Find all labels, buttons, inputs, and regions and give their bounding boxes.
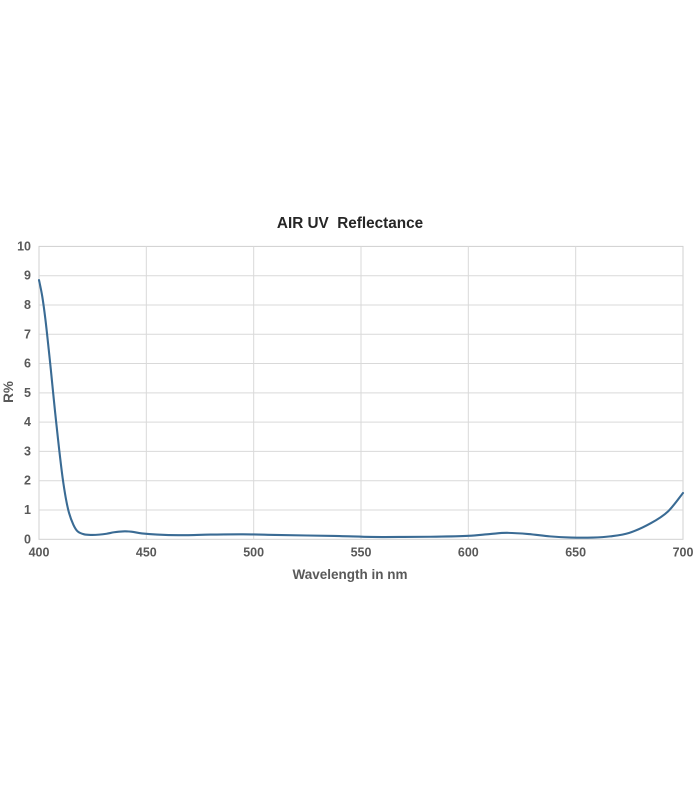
svg-text:9: 9 (24, 269, 31, 283)
svg-text:4: 4 (24, 415, 31, 429)
svg-text:600: 600 (458, 545, 479, 559)
svg-text:R%: R% (1, 381, 16, 403)
svg-text:400: 400 (29, 545, 50, 559)
svg-text:1: 1 (24, 503, 31, 517)
svg-text:6: 6 (24, 357, 31, 371)
svg-text:650: 650 (565, 545, 586, 559)
svg-text:3: 3 (24, 444, 31, 458)
svg-text:7: 7 (24, 327, 31, 341)
svg-text:450: 450 (136, 545, 157, 559)
svg-text:8: 8 (24, 298, 31, 312)
svg-text:2: 2 (24, 474, 31, 488)
svg-text:500: 500 (243, 545, 264, 559)
svg-text:5: 5 (24, 386, 31, 400)
svg-text:700: 700 (673, 545, 694, 559)
svg-text:10: 10 (17, 239, 31, 253)
svg-text:550: 550 (351, 545, 372, 559)
svg-text:0: 0 (24, 532, 31, 546)
